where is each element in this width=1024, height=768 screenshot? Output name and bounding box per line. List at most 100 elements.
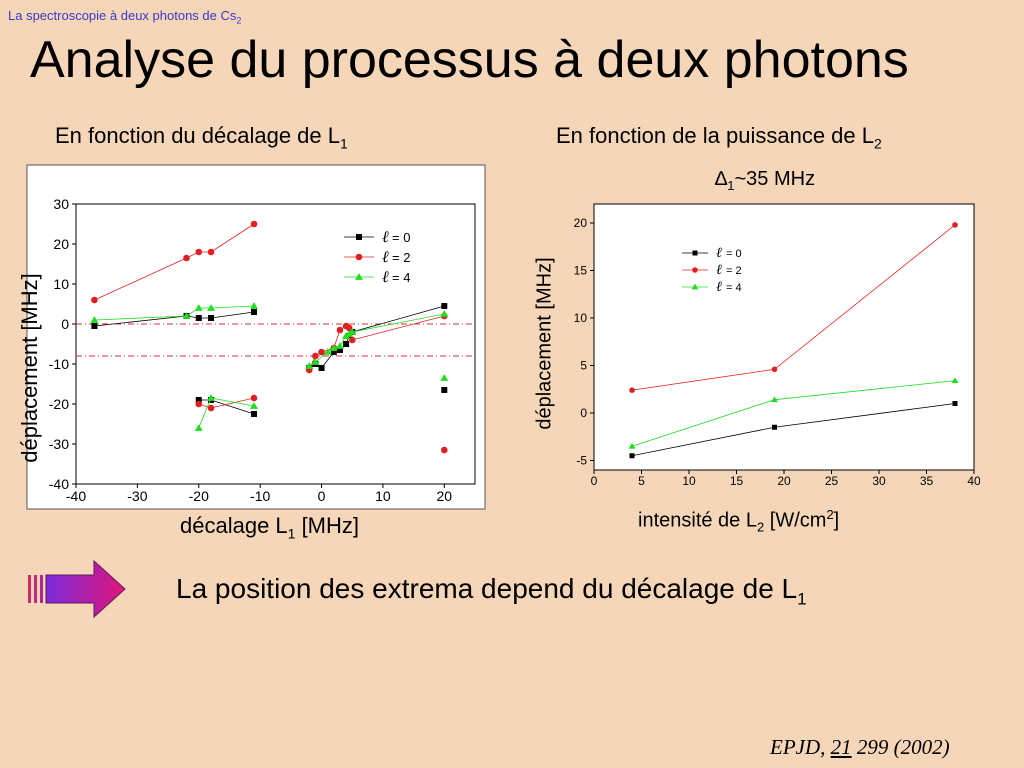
data-point [951,377,959,384]
citation-rest: 299 (2002) [851,735,950,759]
x-tick-label: 15 [730,474,744,488]
x-tick-label: 0 [591,474,598,488]
slide-title: Analyse du processus à deux photons [30,31,909,89]
left-chart-subtitle: En fonction du décalage de L1 [55,123,348,151]
x-tick-label: -40 [66,488,86,504]
data-point [952,401,958,406]
data-point [251,309,258,315]
x-tick-label: 35 [920,474,934,488]
left-y-axis-label: déplacement [MHz] [17,273,42,463]
legend-marker [691,283,699,290]
data-point [336,347,343,353]
y-tick-label: -40 [49,476,69,492]
right-xlabel-end: ] [833,509,840,532]
data-point [305,362,314,369]
y-tick-label: -10 [49,356,69,372]
data-point [771,396,778,403]
data-point [183,254,190,262]
data-point [194,304,203,311]
legend-symbol: ℓ [716,280,722,295]
legend-label: = 0 [392,230,410,245]
data-point [90,316,99,323]
y-tick-label: -5 [576,454,587,468]
x-tick-label: 20 [437,488,453,504]
left-subtitle-subscript: 1 [340,135,348,152]
data-point [195,315,202,321]
data-point [441,303,448,309]
y-tick-label: 10 [574,311,588,325]
data-point [628,442,636,449]
data-point [250,394,258,402]
y-tick-label: 20 [574,216,588,230]
legend-symbol: ℓ [716,246,722,261]
data-point [440,310,449,317]
y-tick-label: 0 [580,406,587,420]
right-subtitle-text: En fonction de la puissance de L [556,123,875,148]
citation-journal: EPJD, [770,735,831,759]
data-point [629,453,635,459]
legend-label: = 2 [392,250,410,265]
y-tick-label: 30 [53,196,69,212]
legend-marker [692,267,698,273]
data-point [348,328,357,335]
data-point [772,424,777,430]
legend-label: = 4 [726,282,742,294]
header-subscript: 2 [236,15,242,26]
legend-marker [356,234,362,240]
data-point [330,349,337,355]
legend-symbol: ℓ [716,263,722,278]
right-subtitle-subscript: 2 [874,135,882,152]
data-point [440,374,449,381]
plot-area [593,203,975,471]
right-xlabel-unit: [W/cm [764,509,827,532]
detuning-condition: ∆1~35 MHz [715,168,815,193]
citation: EPJD, 21 299 (2002) [770,735,950,760]
data-point [441,387,448,393]
x-tick-label: 5 [638,474,645,488]
legend-label: = 0 [726,248,742,260]
legend-symbol: ℓ [382,269,389,286]
legend-label: = 4 [392,270,410,285]
legend-label: = 2 [726,265,742,277]
citation-volume: 21 [830,735,852,759]
data-point [345,324,353,332]
x-tick-label: 10 [682,474,696,488]
delta-symbol: ∆ [715,168,728,190]
x-tick-label: 20 [777,474,791,488]
data-point [441,446,448,454]
right-xlabel-text: intensité de L [638,509,757,532]
delta-value: ~35 MHz [734,168,816,190]
data-point [318,348,325,356]
x-tick-label: 25 [825,474,839,488]
left-xlabel-subscript: 1 [287,525,296,542]
x-tick-label: 0 [318,488,326,504]
left-x-axis-label: décalage L1 [MHz] [180,513,359,541]
y-tick-label: 5 [580,359,587,373]
data-point [771,366,778,373]
header-text: La spectroscopie à deux photons de Cs [8,8,237,23]
data-point [952,222,958,228]
y-tick-label: 20 [53,236,69,252]
data-point [318,365,325,371]
data-point [91,323,98,329]
legend-marker [692,250,698,256]
data-point [251,411,258,417]
data-point [91,296,98,304]
legend-symbol: ℓ [382,249,389,266]
right-chart-subtitle: En fonction de la puissance de L2 [556,123,882,151]
x-tick-label: -10 [250,488,270,504]
data-point [207,304,216,311]
right-x-axis-label: intensité de L2 [W/cm2] [638,507,839,535]
data-point [323,348,332,355]
y-tick-label: 15 [574,264,588,278]
data-point [250,302,259,309]
data-point [207,404,215,412]
data-point [312,352,319,360]
left-xlabel-unit: [MHz] [295,513,360,538]
data-point [207,248,215,256]
y-tick-label: 10 [53,276,69,292]
slide-header: La spectroscopie à deux photons de Cs2 [8,8,241,26]
legend-marker [355,273,363,280]
conclusion-main: La position des extrema depend du décala… [176,573,798,604]
